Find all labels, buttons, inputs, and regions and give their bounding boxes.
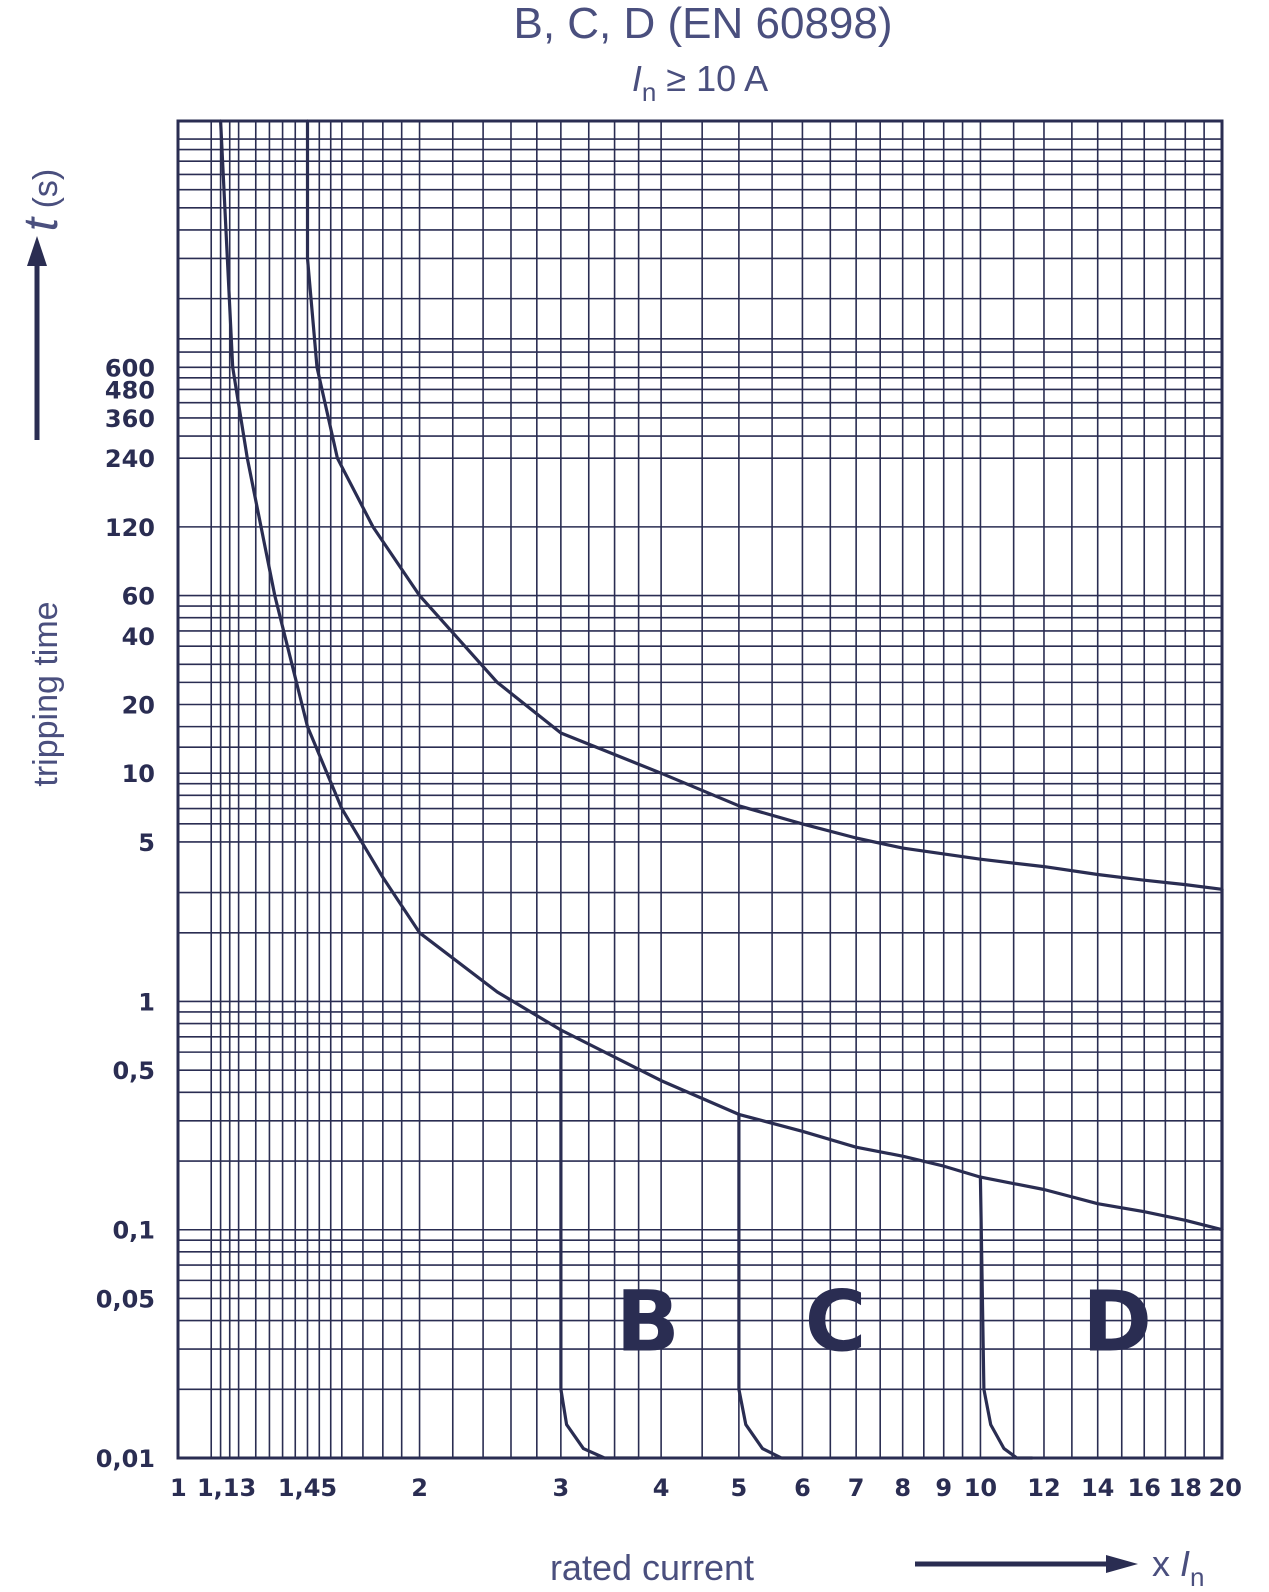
x-tick-label: 8 (894, 1474, 911, 1502)
y-tick-label: 0,01 (96, 1445, 155, 1473)
x-tick-label: 6 (794, 1474, 811, 1502)
subtitle-subscript: n (642, 77, 656, 107)
y-axis-unit: t (s) (15, 169, 68, 231)
series-d (978, 1175, 1034, 1460)
y-tick-label: 480 (105, 376, 155, 404)
x-tick-label: 1 (170, 1474, 187, 1502)
x-tick-label: 5 (731, 1474, 748, 1502)
series-lower (219, 119, 1224, 1232)
subtitle-symbol: I (632, 58, 642, 99)
plot-frame (176, 119, 1224, 1460)
series-b (559, 1028, 641, 1460)
x-axis-arrow (915, 1555, 1138, 1573)
x-tick-label: 1,45 (278, 1474, 337, 1502)
curve-labels: B C D (616, 1273, 1152, 1371)
x-tick-label: 1,13 (197, 1474, 256, 1502)
x-unit-symbol: I (1180, 1543, 1190, 1584)
series-upper (305, 119, 1224, 891)
chart-title: B, C, D (EN 60898) (513, 0, 892, 48)
x-tick-label: 14 (1081, 1474, 1114, 1502)
series-c (737, 1112, 804, 1460)
curve-label-d: D (1082, 1273, 1152, 1371)
y-tick-label: 120 (105, 514, 155, 542)
x-unit-prefix: x (1152, 1543, 1180, 1584)
y-tick-label: 360 (105, 405, 155, 433)
y-axis-arrow (27, 236, 47, 440)
y-tick-label: 10 (122, 760, 155, 788)
x-unit-subscript: n (1190, 1562, 1204, 1592)
x-tick-label: 9 (935, 1474, 952, 1502)
x-tick-label: 4 (653, 1474, 670, 1502)
x-tick-label: 10 (964, 1474, 997, 1502)
x-tick-label: 7 (848, 1474, 865, 1502)
x-tick-label: 12 (1027, 1474, 1060, 1502)
chart-subtitle: In ≥ 10 A (632, 58, 768, 107)
x-tick-label: 3 (553, 1474, 570, 1502)
y-tick-label: 60 (122, 583, 155, 611)
subtitle-rest: ≥ 10 A (656, 58, 768, 99)
x-tick-label: 20 (1209, 1474, 1242, 1502)
y-tick-label: 0,1 (112, 1217, 155, 1245)
x-axis-label: rated current (550, 1547, 754, 1588)
y-unit-rest: (s) (27, 169, 65, 218)
y-tick-label: 0,05 (96, 1285, 155, 1313)
curve-label-b: B (616, 1273, 680, 1371)
y-axis-label: tripping time (27, 601, 65, 786)
y-tick-label: 600 (105, 354, 155, 382)
plot-border (176, 119, 1224, 1460)
x-axis-unit: x In (1152, 1543, 1205, 1592)
y-tick-label: 40 (122, 623, 155, 651)
y-tick-label: 20 (122, 692, 155, 720)
y-tick-label: 240 (105, 445, 155, 473)
y-unit-symbol: t (15, 216, 68, 231)
x-tick-labels: 1 1,13 1,45 2 3 4 5 6 7 8 9 10 12 14 16 18 20 (170, 1474, 1242, 1502)
x-tick-label: 16 (1128, 1474, 1161, 1502)
curve-label-c: C (805, 1273, 867, 1371)
y-tick-label: 0,5 (112, 1057, 155, 1085)
y-tick-label: 5 (138, 829, 155, 857)
x-tick-label: 2 (411, 1474, 428, 1502)
y-tick-label: 1 (138, 988, 155, 1016)
x-tick-label: 18 (1169, 1474, 1202, 1502)
